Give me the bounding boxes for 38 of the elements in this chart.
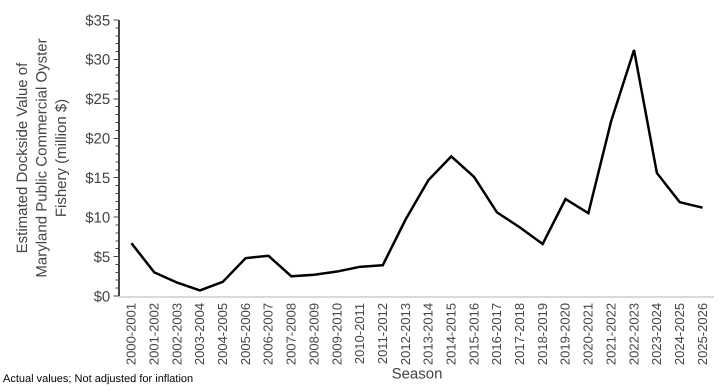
x-tick-label: 2013-2014 xyxy=(420,302,436,366)
x-tick-label: 2016-2017 xyxy=(489,302,504,366)
y-tick-label: $25 xyxy=(85,91,110,108)
y-tick-label: $30 xyxy=(85,52,110,69)
y-tick-label: $0 xyxy=(94,288,110,306)
x-tick-label: 2011-2012 xyxy=(374,302,390,364)
x-tick-label: 2018-2019 xyxy=(534,302,550,366)
x-tick-label: 2004-2005 xyxy=(215,302,230,366)
x-tick-label: 2019-2020 xyxy=(558,302,573,366)
x-tick-label: 2005-2006 xyxy=(238,302,253,366)
y-tick-label: $10 xyxy=(85,209,110,226)
x-axis-title: Season xyxy=(392,366,442,383)
x-tick-label: 2021-2022 xyxy=(603,302,618,366)
x-tick-label: 2001-2002 xyxy=(146,302,162,366)
x-tick-label: 2003-2004 xyxy=(192,302,208,366)
x-tick-label: 2006-2007 xyxy=(260,302,276,366)
x-tick-label: 2022-2023 xyxy=(626,302,642,366)
text: Actual values; Not adjusted for inflation xyxy=(3,373,194,385)
x-tick-label: 2017-2018 xyxy=(512,302,528,366)
x-tick-label: 2015-2016 xyxy=(466,302,482,366)
x-tick-label: 2000-2001 xyxy=(124,302,139,366)
x-tick-label: 2014-2015 xyxy=(443,302,458,366)
x-tick-label: 2020-2021 xyxy=(580,302,596,366)
y-axis-title: Estimated Dockside Value of Maryland Public Commercial Oyster Fishery (million $) xyxy=(14,38,70,278)
x-tick-label: 2007-2008 xyxy=(284,302,299,366)
x-tick-label: 2025-2026 xyxy=(694,302,710,366)
y-tick-label: $5 xyxy=(94,248,110,266)
y-tick-label: $20 xyxy=(85,130,110,148)
y-tick-label: $35 xyxy=(85,12,110,30)
x-tick-label: 2024-2025 xyxy=(672,302,687,366)
x-tick-label: 2009-2010 xyxy=(329,302,344,366)
x-tick-label: 2023-2024 xyxy=(649,302,664,366)
x-tick-label: 2002-2003 xyxy=(169,302,184,366)
line-series xyxy=(130,48,704,292)
y-tick-label: $15 xyxy=(85,170,110,187)
x-tick-label: 2010-2011 xyxy=(352,302,368,364)
x-tick-label: 2008-2009 xyxy=(306,302,322,366)
x-tick-label: 2012-2013 xyxy=(398,302,413,366)
